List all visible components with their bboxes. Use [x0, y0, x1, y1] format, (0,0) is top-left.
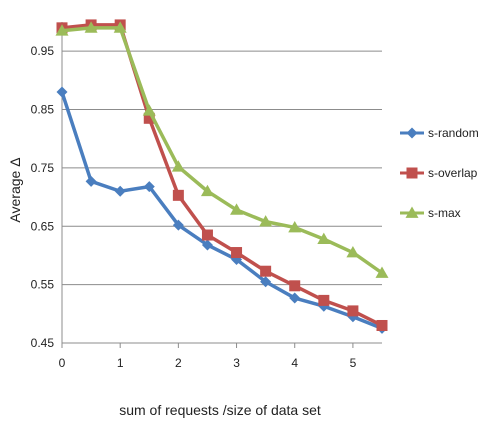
y-tick-label: 0.65	[31, 219, 55, 233]
legend-marker	[406, 167, 418, 179]
data-point	[317, 232, 331, 244]
y-tick-label: 0.75	[31, 161, 55, 175]
legend-marker	[406, 127, 418, 139]
legend-marker	[405, 206, 419, 218]
series-line	[61, 26, 384, 275]
data-point	[143, 112, 155, 124]
data-point	[375, 266, 389, 278]
legend-item-s-max: s-max	[400, 206, 461, 220]
data-point	[288, 220, 302, 233]
data-point	[259, 215, 273, 227]
legend-label: s-random	[428, 126, 479, 140]
data-point	[114, 185, 126, 197]
data-point	[230, 203, 244, 215]
x-tick-label: 3	[233, 356, 240, 370]
data-point	[113, 21, 127, 33]
x-axis-ticks: 0 1 2 3 4 5	[59, 343, 357, 370]
data-series	[55, 19, 389, 334]
x-tick-label: 1	[117, 356, 124, 370]
data-point	[200, 184, 214, 197]
legend-label: s-max	[428, 206, 461, 220]
data-point	[201, 239, 213, 251]
data-point	[289, 280, 301, 292]
data-point	[376, 319, 388, 331]
data-point	[260, 265, 272, 277]
data-point	[143, 181, 155, 193]
data-point	[142, 104, 156, 116]
data-point	[260, 276, 272, 288]
data-point	[84, 21, 98, 33]
data-point	[172, 219, 184, 231]
x-axis-label: sum of requests /size of data set	[119, 402, 321, 418]
x-tick-label: 5	[350, 356, 357, 370]
data-point	[201, 229, 213, 241]
data-point	[55, 24, 69, 36]
x-tick-label: 2	[175, 356, 182, 370]
data-point	[347, 305, 359, 317]
y-tick-label: 0.45	[31, 336, 55, 350]
series-s-max	[55, 21, 389, 278]
series-line	[61, 23, 383, 328]
x-tick-label: 0	[59, 356, 66, 370]
y-tick-label: 0.95	[31, 44, 55, 58]
legend-item-s-random: s-random	[400, 126, 479, 140]
legend-label: s-overlap	[428, 166, 478, 180]
data-point	[171, 160, 185, 172]
data-point	[289, 292, 301, 304]
data-point	[318, 294, 330, 306]
grid-lines	[61, 22, 382, 344]
data-point	[85, 175, 97, 187]
series-s-random	[56, 86, 388, 334]
legend-item-s-overlap: s-overlap	[400, 166, 478, 180]
series-line	[60, 91, 383, 331]
y-axis-ticks: 0.45 0.55 0.65 0.75 0.85 0.95	[31, 44, 55, 350]
data-point	[231, 247, 243, 259]
data-point	[56, 86, 68, 98]
legend: s-random s-overlap s-max	[400, 126, 479, 220]
y-tick-label: 0.85	[31, 103, 55, 117]
x-tick-label: 4	[291, 356, 298, 370]
y-axis-label: Average Δ	[7, 157, 23, 222]
data-point	[346, 246, 360, 258]
data-point	[172, 189, 184, 201]
y-tick-label: 0.55	[31, 278, 55, 292]
